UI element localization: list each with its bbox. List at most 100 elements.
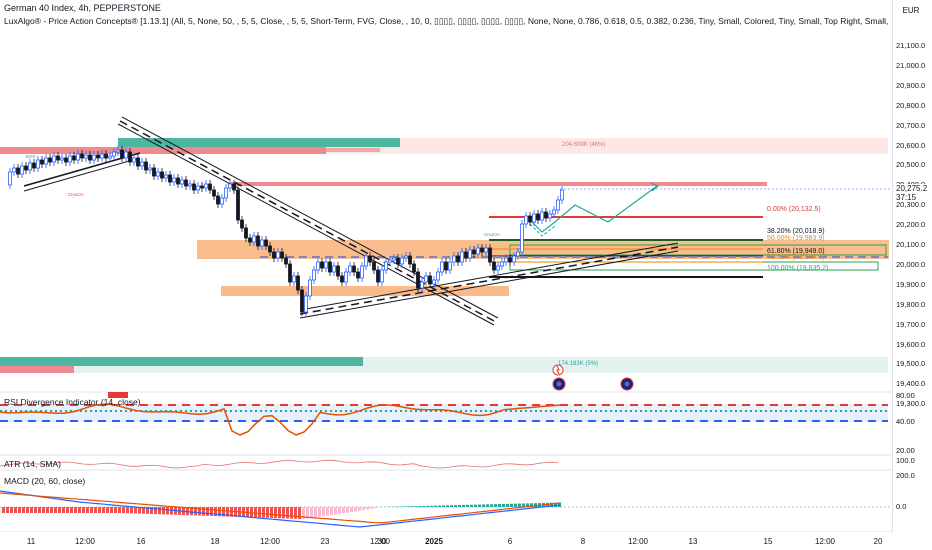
candle-bear [152,167,156,177]
candle-bull [60,157,64,161]
candle-bull [552,209,556,215]
time-tick-label: 20 [873,537,883,546]
price-tick-label: 19,400.0 [896,379,926,389]
candle-bull [180,179,184,185]
candle-bear [208,183,212,191]
candle-bull [424,275,428,283]
demand-block-teal [0,357,363,366]
macd-histogram-bar [442,505,445,507]
macd-histogram-bar [194,507,197,516]
macd-histogram-bar [86,507,89,513]
macd-line [0,490,561,528]
candle-bull [324,261,328,269]
macd-histogram-bar [254,507,257,518]
macd-histogram-bar [54,507,57,513]
candle-bull [312,269,316,281]
candle-bear [528,215,532,223]
candle-bull [384,261,388,271]
candle-bull [504,257,508,263]
macd-histogram-bar [126,507,129,514]
candle-bull [520,223,524,253]
time-tick-label: 6 [507,537,513,546]
time-tick-label: 13 [688,537,698,546]
candle-bear [72,155,76,161]
candle-bear [96,154,100,159]
time-tick-label: 18 [210,537,220,546]
macd-histogram-bar [218,507,221,517]
indicator-legend[interactable]: LuxAlgo® - Price Action Concepts® [1.13.… [4,16,890,26]
macd-histogram-bar [114,507,117,513]
time-tick-label: 2025 [425,537,443,546]
rsi-pane-title[interactable]: RSI Divergence Indicator (14, close) [4,397,141,407]
candle-bull [156,171,160,177]
price-tick-label: 19,300.0 [896,399,926,409]
price-tick-label: 19,600.0 [896,339,926,349]
candle-bull [388,259,392,263]
macd-histogram-bar [490,504,493,507]
trend-line-early [23,152,141,192]
macd-histogram-bar [274,507,277,519]
macd-histogram-bar [478,504,481,507]
macd-histogram-bar [482,504,485,507]
chart-canvas[interactable] [0,0,892,532]
candle-bull [548,213,552,219]
macd-histogram-bar [14,507,17,513]
candle-bull [420,281,424,289]
macd-histogram-bar [90,507,93,513]
candle-bull [380,269,384,283]
fib-label: 100.00% (19,835.2) [767,265,829,272]
macd-pane-title[interactable]: MACD (20, 60, close) [4,476,86,486]
candle-bull [364,255,368,267]
macd-histogram-bar [494,504,497,507]
event-icon-2[interactable] [620,377,634,391]
macd-histogram-bar [518,503,521,507]
candle-bull [440,261,444,273]
macd-histogram-bar [298,507,301,519]
macd-histogram-bar [426,505,429,507]
candle-bear [248,237,252,243]
candle-bull [532,213,536,223]
macd-histogram-bar [342,507,345,514]
earnings-icon[interactable] [552,364,564,376]
current-price-tag: 20,275.2 37:15 [893,184,932,202]
candle-bull [8,171,12,186]
candle-bull [220,197,224,205]
fib-label: 50.00% (19,983.9) [767,235,825,242]
demand-block-red [0,366,74,373]
macd-histogram-bar [334,507,337,515]
candle-bear [336,265,340,277]
atr-line [0,459,559,469]
bar-countdown: 37:15 [896,193,917,202]
candle-bear [192,183,196,191]
candle-bear [508,257,512,263]
candle-bull [484,247,488,253]
price-tick-label: 20,100.0 [896,240,926,249]
currency-button[interactable]: EUR [902,6,920,15]
price-axis[interactable] [892,0,932,532]
atr-pane-title[interactable]: ATR (14, SMA) [4,459,61,469]
event-icon-1[interactable] [552,377,566,391]
candle-bear [320,261,324,269]
macd-histogram-bar [278,507,281,519]
choch-label-1: CHoCH [68,192,84,197]
candle-bear [40,159,44,165]
macd-histogram-bar [198,507,201,516]
candle-bull [276,251,280,259]
macd-histogram-bar [306,507,309,519]
price-tick-label: 19,900.0 [896,279,926,289]
candle-bear [240,219,244,229]
candle-bear [396,257,400,265]
rsi-tick-label: 20.00 [896,446,915,455]
macd-histogram-bar [214,507,217,517]
macd-histogram-bar [38,507,41,513]
macd-histogram-bar [322,507,325,517]
chart-title: German 40 Index, 4h, PEPPERSTONE [4,3,161,13]
candle-bull [392,257,396,261]
macd-histogram-bar [486,504,489,507]
macd-histogram-bar [26,507,29,513]
macd-histogram-bar [530,503,533,507]
candle-bull [224,187,228,199]
macd-histogram-bar [474,504,477,507]
macd-histogram-bar [318,507,321,517]
candle-bear [356,271,360,279]
